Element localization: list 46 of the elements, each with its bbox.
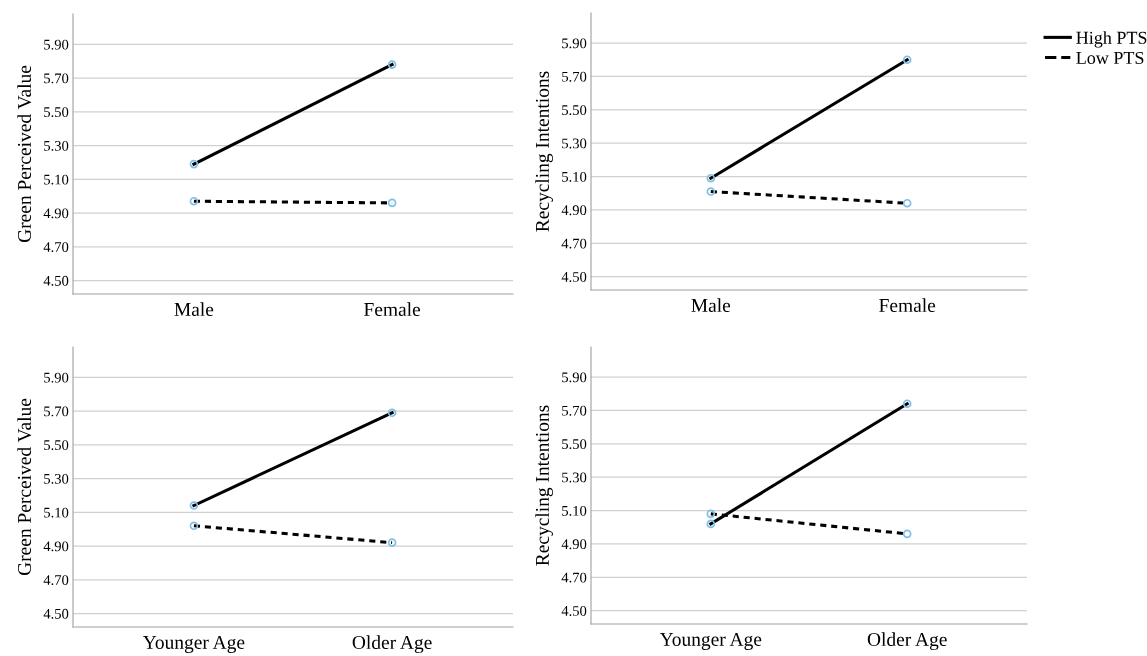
- y-tick-label: 4.90: [561, 539, 587, 550]
- y-tick-label: 5.50: [44, 440, 69, 451]
- y-tick-label: 5.50: [562, 105, 587, 116]
- y-axis-title: Green Perceived Value: [17, 65, 32, 243]
- x-tick-label: Male: [174, 302, 214, 317]
- y-axis-title: Green Perceived Value: [17, 398, 32, 576]
- x-tick-label: Older Age: [867, 632, 947, 651]
- y-tick-label: 5.30: [44, 140, 69, 151]
- y-tick-label: 5.90: [44, 39, 69, 50]
- y-tick-label: 5.30: [44, 473, 69, 484]
- y-tick-label: 5.50: [562, 439, 587, 450]
- y-tick-label: 5.90: [44, 372, 69, 383]
- y-tick-label: 5.10: [44, 507, 69, 518]
- y-tick-label: 4.50: [43, 275, 69, 286]
- legend-label: Low PTS: [1076, 51, 1144, 65]
- y-tick-label: 5.90: [562, 372, 587, 383]
- y-tick-label: 5.70: [562, 71, 587, 82]
- y-tick-label: 4.70: [43, 242, 69, 253]
- x-tick-label: Female: [879, 298, 936, 313]
- x-tick-label: Female: [364, 302, 421, 317]
- y-tick-label: 5.10: [562, 171, 587, 182]
- legend-label: High PTS: [1076, 31, 1147, 48]
- x-tick-label: Male: [691, 298, 731, 313]
- y-tick-label: 4.70: [561, 572, 587, 583]
- y-tick-label: 5.30: [562, 472, 587, 483]
- y-tick-label: 4.90: [43, 541, 69, 552]
- y-tick-label: 4.70: [43, 575, 69, 586]
- y-tick-label: 5.10: [562, 505, 587, 516]
- y-tick-label: 4.90: [561, 205, 587, 216]
- y-tick-label: 5.70: [44, 73, 69, 84]
- x-tick-label: Younger Age: [659, 632, 762, 650]
- y-tick-label: 4.50: [561, 606, 587, 616]
- x-tick-label: Older Age: [352, 635, 432, 654]
- y-tick-label: 5.70: [44, 406, 69, 417]
- y-tick-label: 5.10: [44, 174, 69, 185]
- y-axis-title: Recycling Intentions: [535, 71, 553, 232]
- y-tick-label: 5.30: [562, 138, 587, 149]
- y-tick-label: 5.50: [44, 107, 69, 118]
- y-axis-title: Recycling Intentions: [535, 405, 553, 566]
- y-tick-label: 4.50: [561, 272, 587, 282]
- x-tick-label: Younger Age: [142, 635, 245, 653]
- y-tick-label: 4.50: [43, 608, 69, 619]
- y-tick-label: 4.70: [561, 238, 587, 249]
- y-tick-label: 5.90: [562, 38, 587, 49]
- y-tick-label: 5.70: [562, 405, 587, 416]
- y-tick-label: 4.90: [43, 208, 69, 219]
